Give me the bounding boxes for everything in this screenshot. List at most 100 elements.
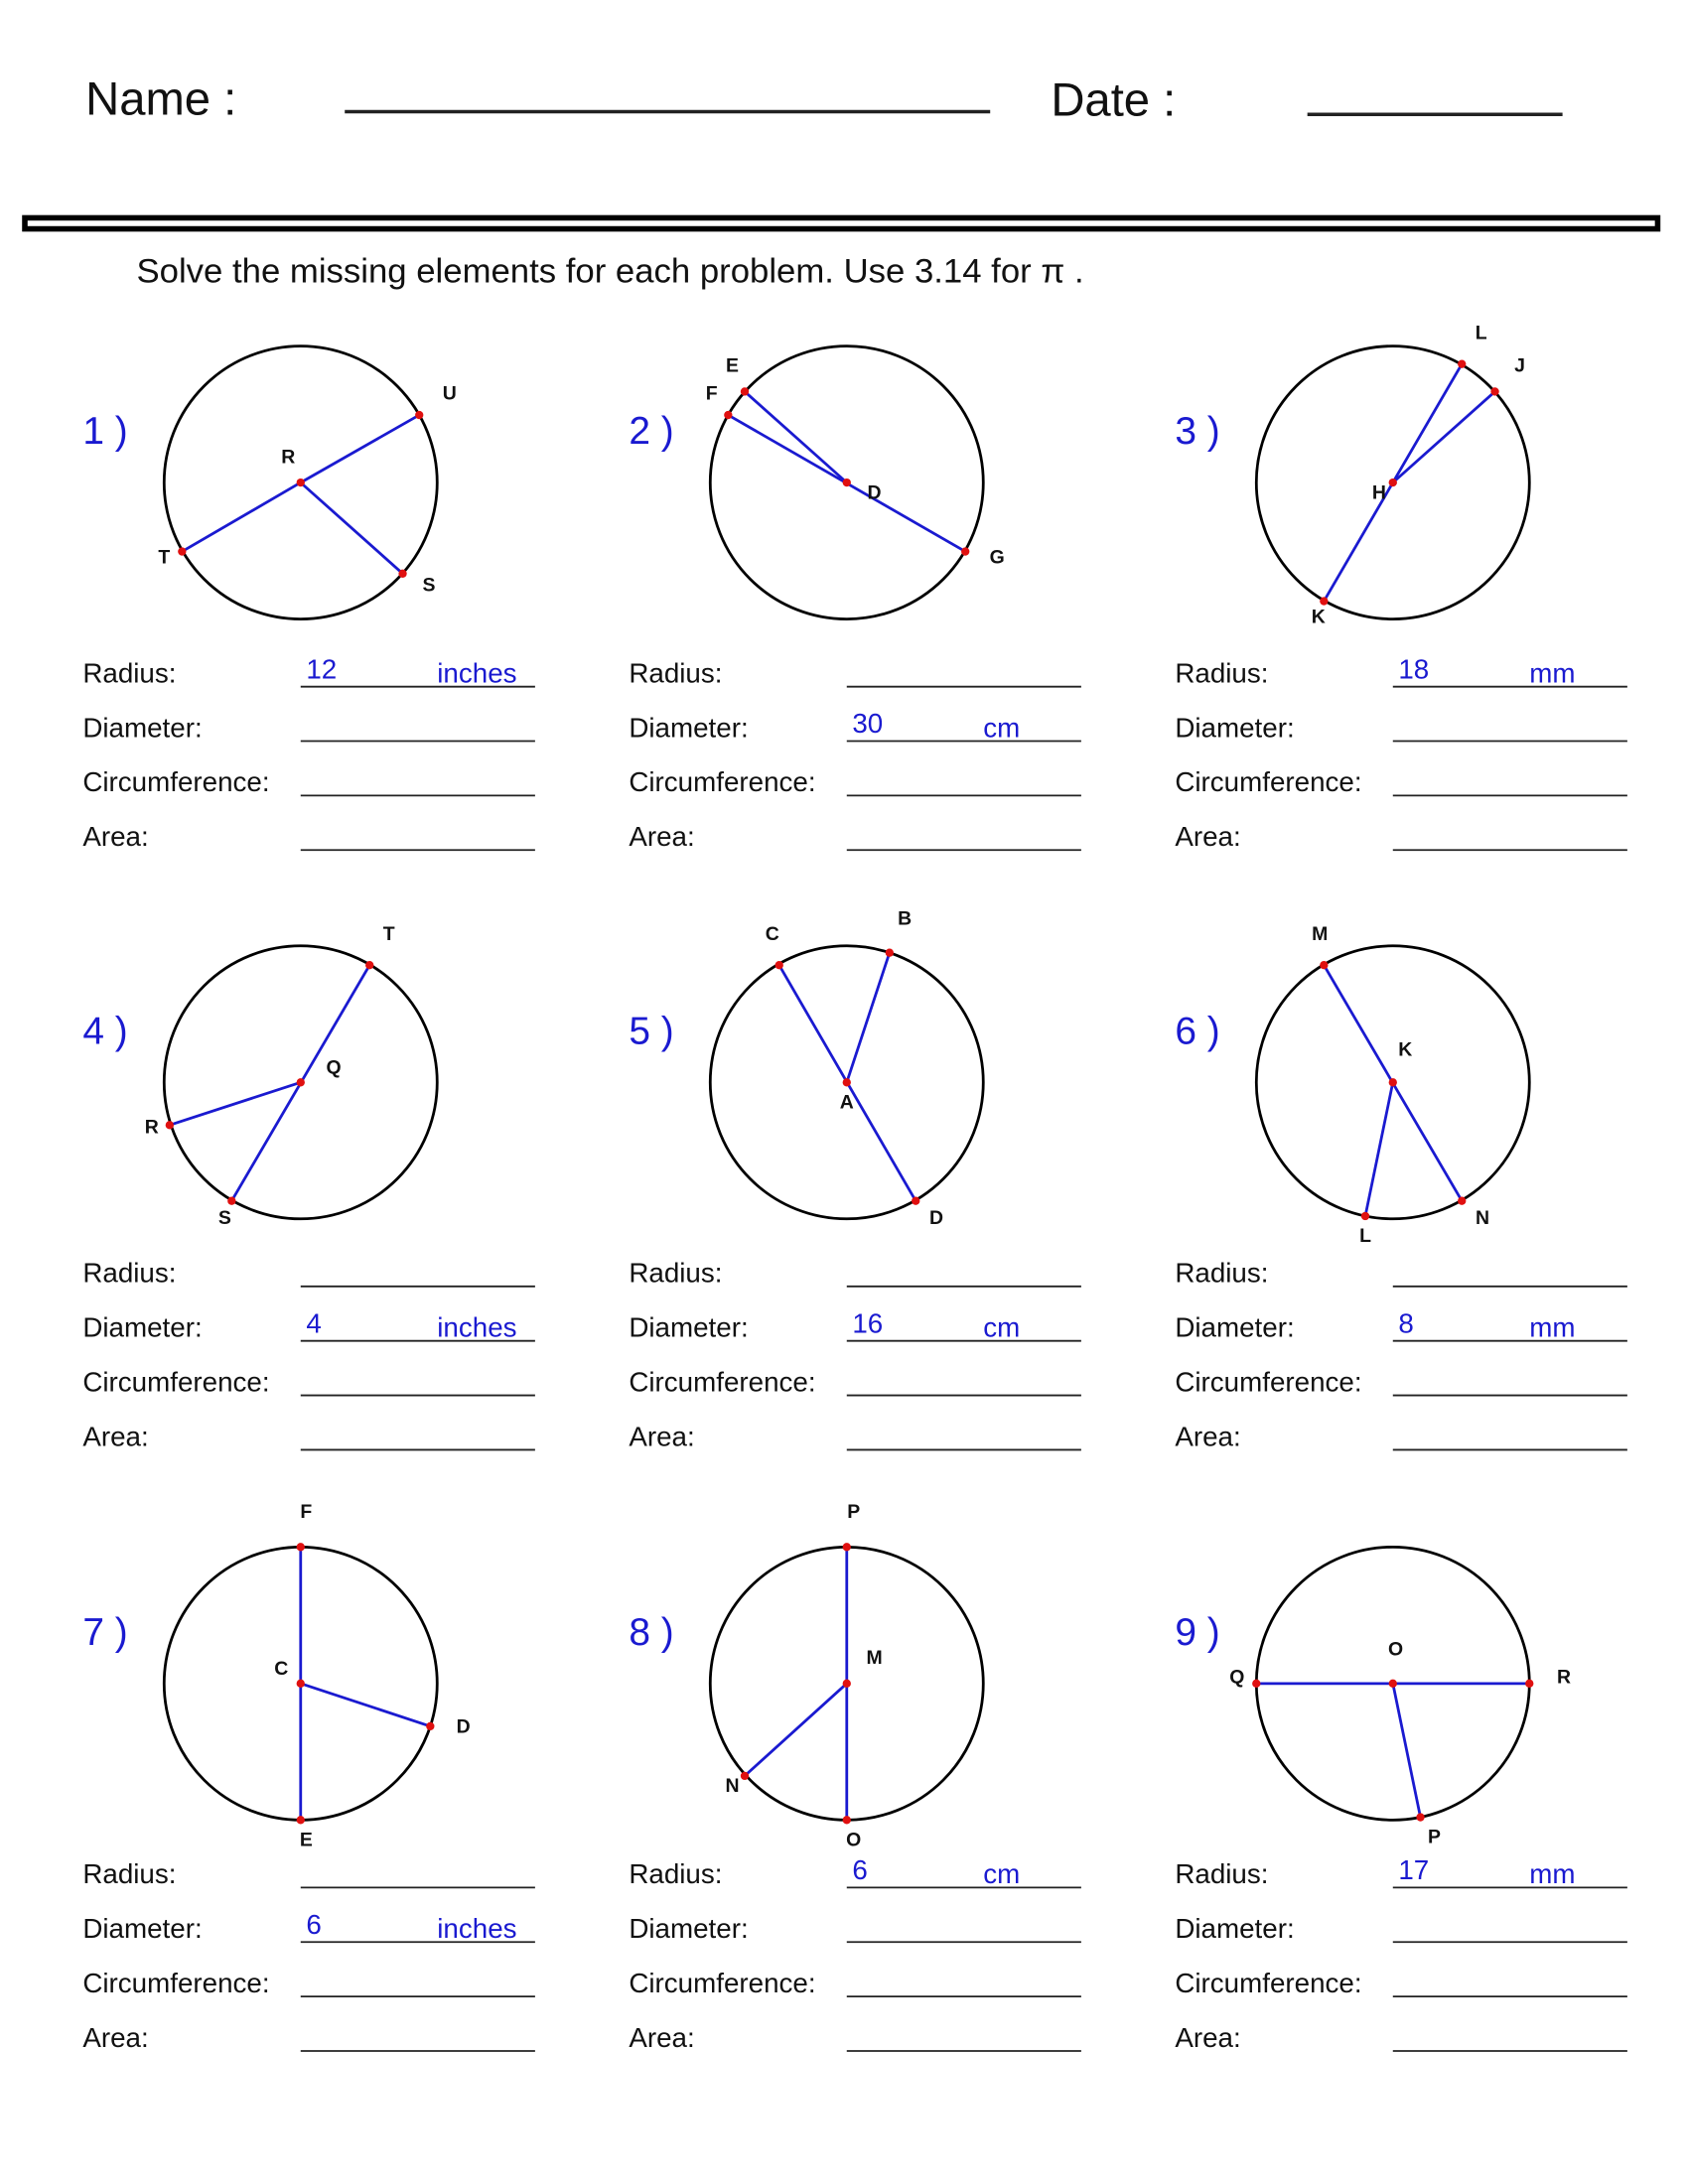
point-S: [227, 1196, 236, 1205]
field-label: Area:: [629, 2022, 694, 2053]
field-label: Diameter:: [629, 1312, 748, 1343]
problem-number: 8 ): [629, 1611, 673, 1654]
field-label: Radius:: [629, 1858, 722, 1889]
field-label: Circumference:: [82, 1366, 269, 1397]
segment: [300, 1682, 431, 1728]
point-N: [1458, 1196, 1467, 1205]
point-O: [1388, 1679, 1397, 1688]
circle: [162, 944, 439, 1221]
field-label: Circumference:: [629, 1968, 815, 1998]
point-D: [842, 478, 851, 487]
field-label: Circumference:: [1175, 1968, 1361, 1998]
problem-7: 7 ) C F E D Radius: Diameter: 6 inches Circumfere…: [82, 1501, 535, 2053]
date-label: Date :: [1051, 74, 1176, 127]
point-G: [961, 547, 970, 556]
point-C: [296, 1679, 305, 1688]
field-label: Radius:: [629, 658, 722, 689]
field-label: Area:: [1175, 1421, 1240, 1451]
field-label: Diameter:: [629, 712, 748, 743]
point-O: [842, 1816, 851, 1825]
problem-5: 5 ) A C B D Radius: Diameter: 16 cm Circumference…: [629, 908, 1081, 1451]
problem-4: 4 ) Q T S R Radius: Diameter: 4 inches Circumfere…: [82, 923, 535, 1451]
segment: [181, 480, 302, 553]
circle: [708, 944, 985, 1221]
point-label: E: [726, 355, 739, 377]
point-J: [1490, 387, 1499, 396]
field-label: Area:: [629, 821, 694, 852]
point-label: C: [766, 923, 779, 945]
problem-number: 2 ): [629, 410, 673, 453]
given-value: 18: [1398, 653, 1429, 684]
problem-9: 9 ) O Q R P Radius: 17 mm Diameter: Circumference…: [1175, 1545, 1627, 2053]
field-label: Diameter:: [82, 712, 202, 743]
point-T: [178, 547, 187, 556]
point-K: [1388, 1078, 1397, 1087]
point-label: M: [1312, 923, 1328, 945]
field-label: Circumference:: [629, 766, 815, 797]
point-P: [1416, 1813, 1425, 1822]
field-label: Circumference:: [82, 766, 269, 797]
point-R: [1525, 1679, 1534, 1688]
field-label: Diameter:: [629, 1913, 748, 1944]
point-F: [724, 410, 733, 420]
given-value: 8: [1398, 1307, 1413, 1338]
given-value: 17: [1398, 1854, 1429, 1885]
field-label: Circumference:: [82, 1968, 269, 1998]
given-unit: cm: [983, 1312, 1020, 1343]
point-U: [415, 410, 424, 420]
given-unit: inches: [437, 1913, 516, 1944]
field-label: Diameter:: [1175, 1913, 1294, 1944]
given-value: 6: [306, 1909, 321, 1940]
point-L: [1458, 359, 1467, 368]
field-label: Radius:: [1175, 1858, 1268, 1889]
point-label: K: [1398, 1038, 1412, 1060]
problem-6: 6 ) K M N L Radius: Diameter: 8 mm Circumference:…: [1175, 923, 1627, 1451]
given-value: 12: [306, 653, 337, 684]
problem-8: 8 ) M P O N Radius: 6 cm Diameter: Circumference:…: [629, 1501, 1081, 2053]
field-label: Diameter:: [82, 1312, 202, 1343]
point-label: D: [457, 1715, 471, 1737]
instructions: Solve the missing elements for each prob…: [137, 253, 1084, 291]
point-label: A: [840, 1091, 854, 1113]
field-label: Area:: [629, 1421, 694, 1451]
point-label: M: [866, 1647, 882, 1669]
given-unit: cm: [983, 1858, 1020, 1889]
point-label: N: [1476, 1207, 1489, 1229]
field-label: Area:: [82, 2022, 148, 2053]
point-label: L: [1359, 1225, 1371, 1247]
point-B: [885, 948, 894, 957]
circle: [1254, 944, 1531, 1221]
field-label: Area:: [82, 1421, 148, 1451]
point-T: [365, 961, 374, 970]
point-label: N: [725, 1775, 739, 1797]
point-label: D: [929, 1207, 943, 1229]
segment: [744, 390, 848, 484]
point-P: [842, 1543, 851, 1552]
point-M: [1320, 961, 1329, 970]
point-label: U: [443, 382, 457, 404]
field-label: Area:: [82, 821, 148, 852]
point-label: T: [158, 547, 170, 569]
field-label: Diameter:: [1175, 1312, 1294, 1343]
double-rule-divider: [22, 214, 1661, 232]
point-label: O: [846, 1829, 861, 1850]
given-unit: inches: [437, 1312, 516, 1343]
point-S: [398, 569, 407, 578]
point-label: D: [868, 481, 882, 503]
segment: [1363, 1081, 1395, 1217]
segment: [1391, 390, 1496, 484]
problem-2: 2 ) D EF G Radius: Diameter: 30 cm Circumference…: [629, 344, 1081, 852]
point-label: H: [1372, 481, 1386, 503]
point-label: T: [383, 923, 395, 945]
problem-number: 7 ): [82, 1611, 127, 1654]
point-D: [426, 1721, 435, 1731]
given-unit: inches: [437, 658, 516, 689]
point-label: S: [218, 1207, 231, 1229]
point-E: [740, 387, 750, 396]
given-value: 16: [852, 1307, 883, 1338]
point-label: Q: [327, 1057, 342, 1079]
field-label: Radius:: [82, 1258, 176, 1289]
point-label: R: [145, 1116, 159, 1138]
point-K: [1320, 597, 1329, 606]
